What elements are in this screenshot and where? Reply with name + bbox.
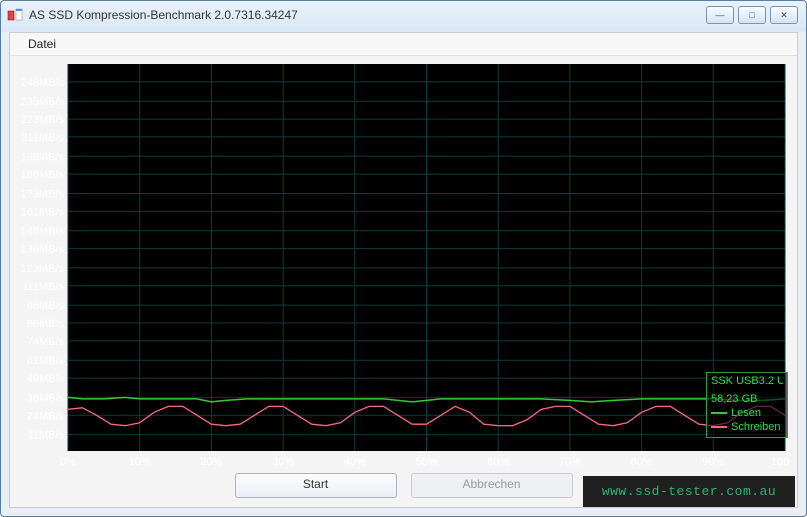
svg-text:50%: 50% [415,456,437,468]
svg-text:61MB/s: 61MB/s [27,355,65,367]
svg-text:98MB/s: 98MB/s [27,300,65,312]
menu-file[interactable]: Datei [18,34,66,54]
client-area: Datei 248MB/s 235MB/s 223MB/s 211MB/s 198MB/… [9,32,798,508]
cancel-button: Abbrechen [411,473,573,498]
titlebar[interactable]: AS SSD Kompression-Benchmark 2.0.7316.34… [1,1,806,29]
svg-text:173MB/s: 173MB/s [21,188,65,200]
legend-read-label: Lesen [731,407,761,419]
minimize-button[interactable]: — [706,6,734,24]
svg-text:24MB/s: 24MB/s [27,410,65,422]
svg-text:0%: 0% [60,456,76,468]
app-window: AS SSD Kompression-Benchmark 2.0.7316.34… [0,0,807,517]
svg-text:148MB/s: 148MB/s [21,226,65,238]
legend-device: SSK USB3.2 USB D [711,375,783,387]
svg-text:60%: 60% [487,456,509,468]
window-title: AS SSD Kompression-Benchmark 2.0.7316.34… [29,8,706,22]
svg-text:74MB/s: 74MB/s [27,336,65,348]
svg-text:123MB/s: 123MB/s [21,263,65,275]
svg-text:20%: 20% [200,456,222,468]
svg-text:10%: 10% [129,456,151,468]
maximize-button[interactable]: □ [738,6,766,24]
svg-text:136MB/s: 136MB/s [21,244,65,256]
start-button[interactable]: Start [235,473,397,498]
svg-text:248MB/s: 248MB/s [21,77,65,89]
svg-text:111MB/s: 111MB/s [22,281,64,293]
chart-area: 248MB/s 235MB/s 223MB/s 211MB/s 198MB/s 186MB… [18,62,789,469]
svg-text:80%: 80% [631,456,653,468]
watermark: www.ssd-tester.com.au [583,476,795,507]
svg-text:198MB/s: 198MB/s [21,151,65,163]
svg-text:49MB/s: 49MB/s [27,373,65,385]
svg-text:186MB/s: 186MB/s [21,169,65,181]
legend-box: SSK USB3.2 USB D 58,23 GB Lesen Schreibe… [706,372,788,438]
svg-text:30%: 30% [272,456,294,468]
legend-read-swatch [711,412,727,414]
menubar: Datei [10,33,797,56]
svg-text:40%: 40% [344,456,366,468]
svg-text:211MB/s: 211MB/s [21,132,64,144]
svg-text:36MB/s: 36MB/s [27,392,65,404]
close-button[interactable]: ✕ [770,6,798,24]
svg-text:161MB/s: 161MB/s [21,206,65,218]
svg-text:70%: 70% [559,456,581,468]
legend-capacity: 58,23 GB [711,393,783,405]
svg-text:90%: 90% [702,456,724,468]
svg-text:11MB/s: 11MB/s [28,430,65,442]
svg-text:100%: 100% [771,456,789,468]
app-icon [7,7,23,23]
legend-write-swatch [711,426,727,428]
chart-svg: 248MB/s 235MB/s 223MB/s 211MB/s 198MB/s 186MB… [18,62,789,469]
svg-text:235MB/s: 235MB/s [21,96,65,108]
window-controls: — □ ✕ [706,6,798,24]
legend-write-label: Schreiben [731,421,781,433]
svg-text:223MB/s: 223MB/s [21,114,65,126]
svg-text:86MB/s: 86MB/s [27,318,65,330]
